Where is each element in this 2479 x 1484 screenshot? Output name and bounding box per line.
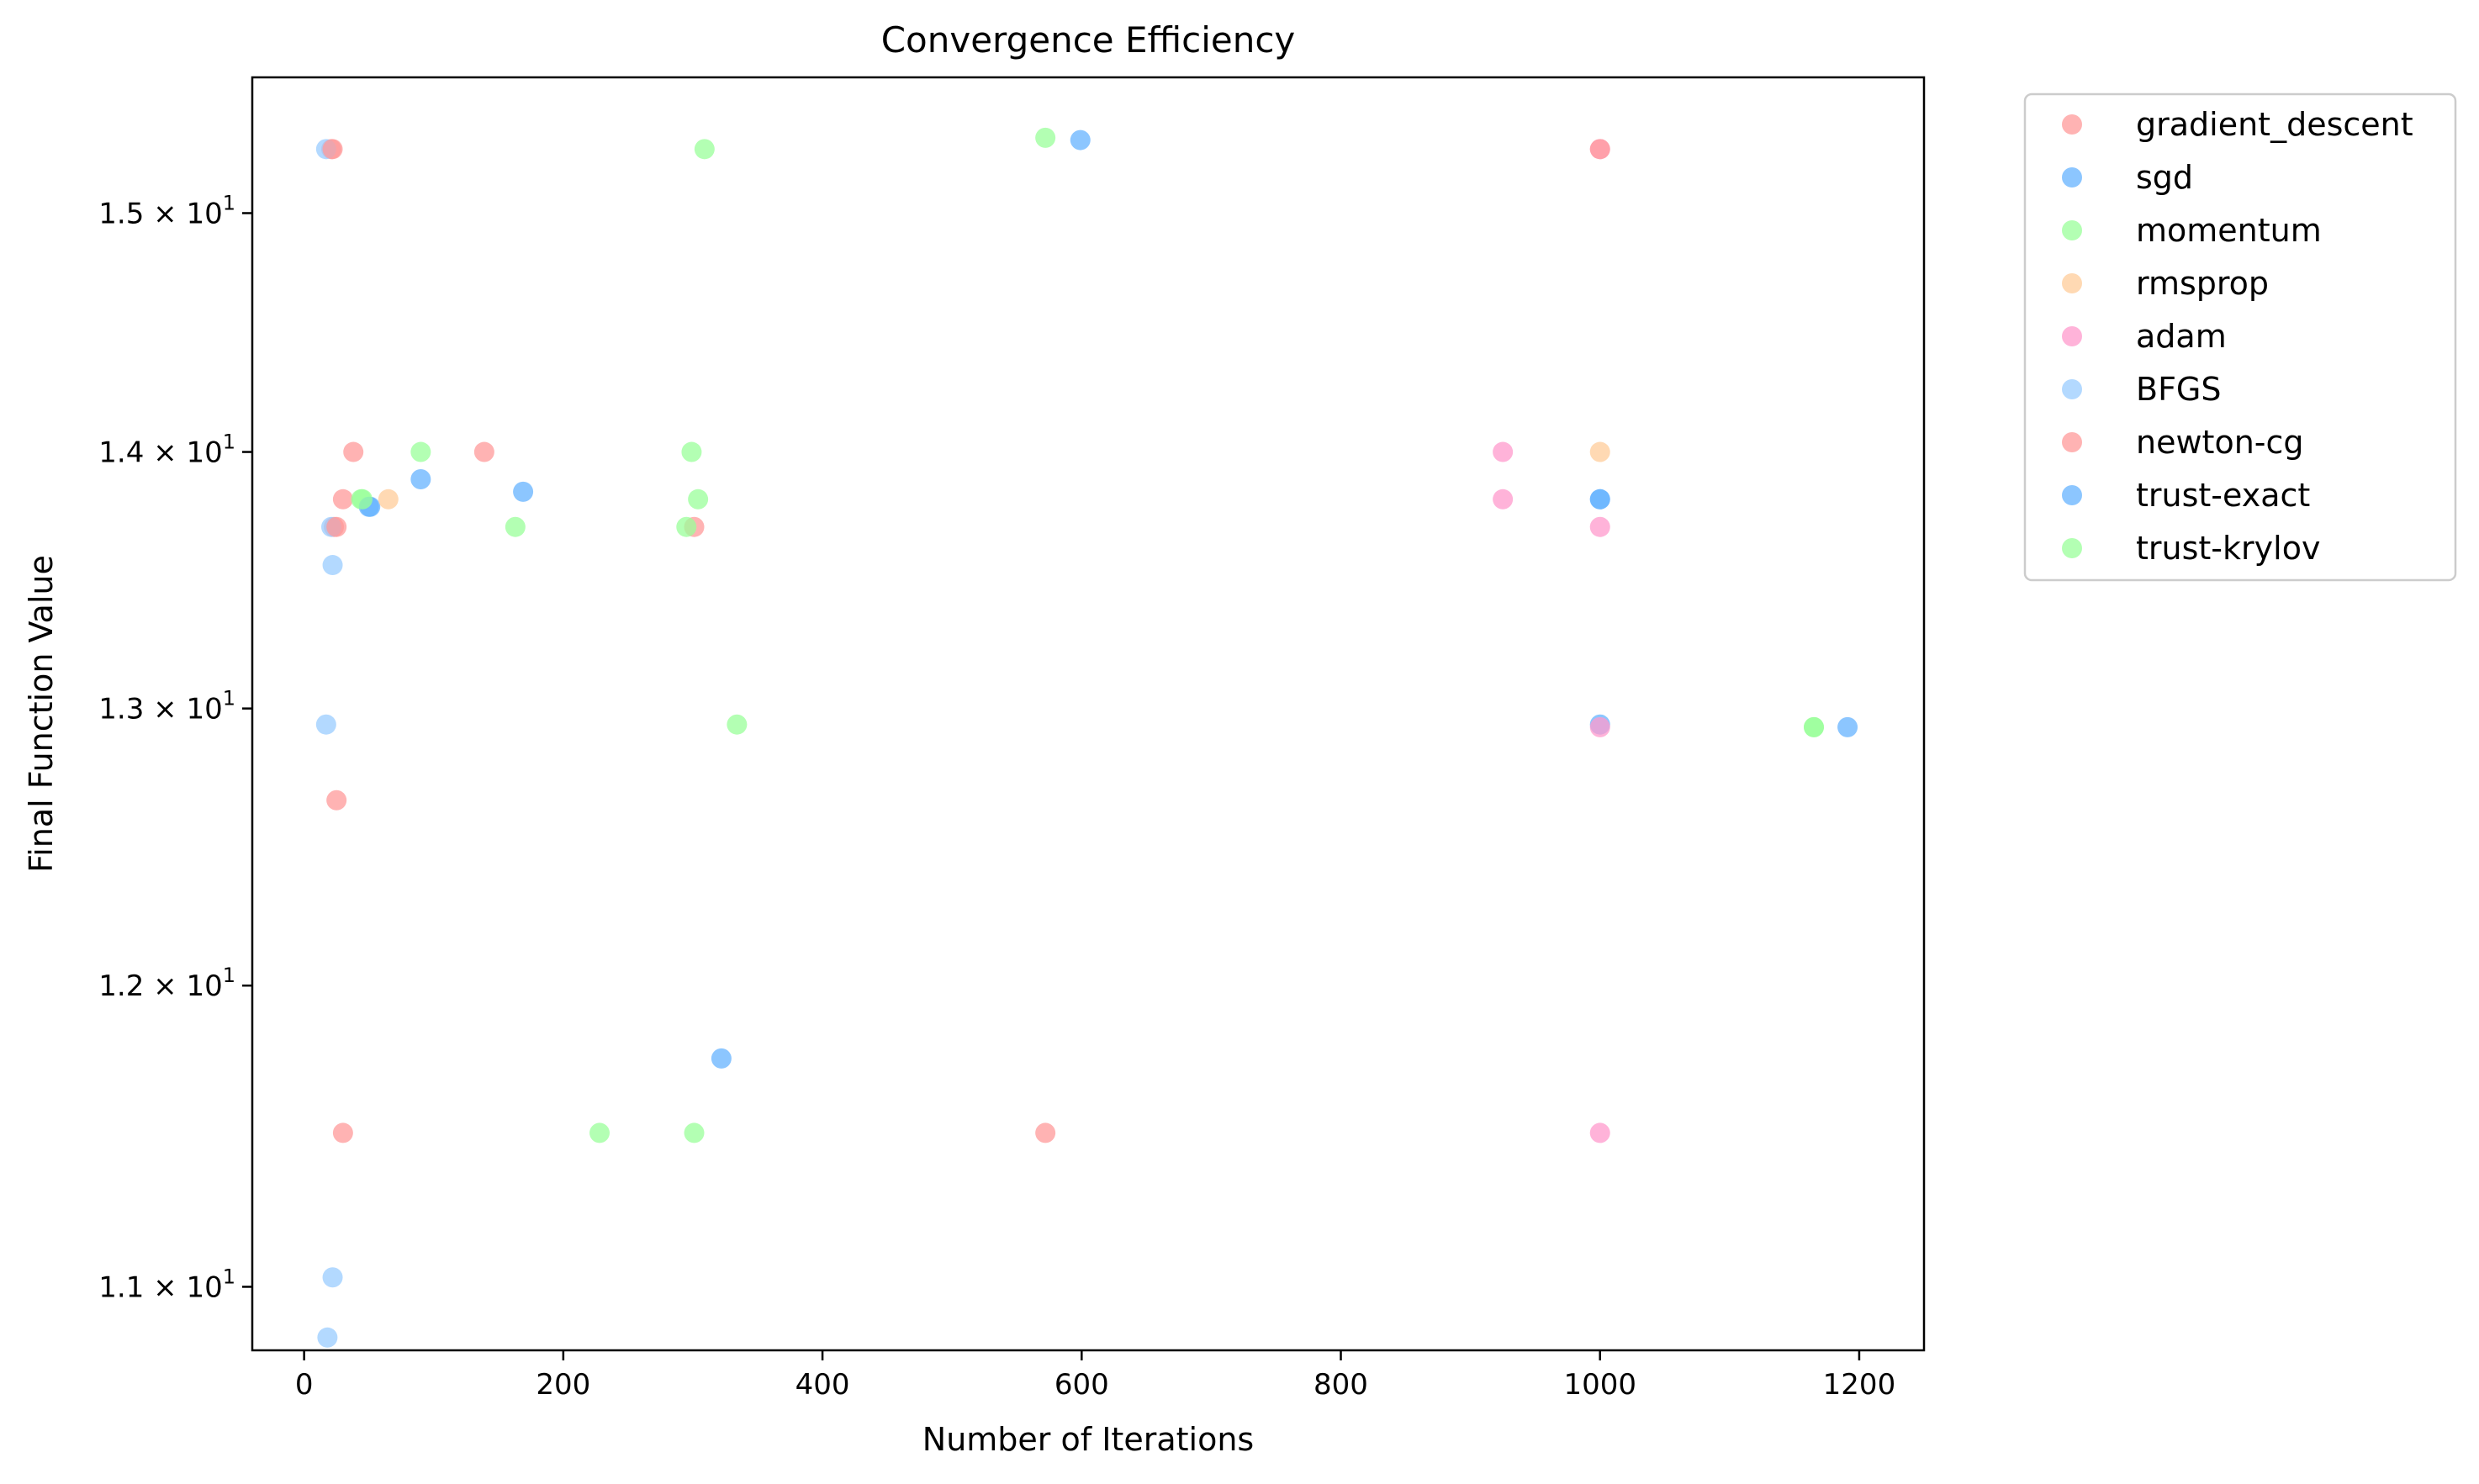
point-momentum-1	[694, 139, 715, 160]
point-sgd-2	[410, 469, 431, 490]
point-trust-krylov-0	[352, 489, 373, 510]
y-axis-ticks: 1.1 × 101 1.2 × 101 1.3 × 101 1.4 × 101 1.5 …	[98, 191, 252, 1304]
point-trust-exact-1	[1589, 489, 1610, 510]
legend-label: newton-cg	[2136, 424, 2304, 461]
chart-title: Convergence Efficiency	[881, 19, 1296, 61]
legend-marker	[2062, 167, 2082, 187]
x-tick-label: 0	[295, 1368, 314, 1402]
legend-label: rmsprop	[2136, 265, 2269, 302]
data-points	[315, 127, 1858, 1348]
point-adam-4	[1589, 716, 1610, 737]
x-tick-label: 600	[1054, 1368, 1109, 1402]
legend-label: trust-krylov	[2136, 530, 2320, 567]
legend-label: gradient_descent	[2136, 106, 2413, 143]
point-gradient-descent-1	[343, 441, 364, 462]
point-trust-krylov-1	[1804, 716, 1825, 737]
legend-marker	[2062, 485, 2082, 505]
legend-marker	[2062, 220, 2082, 240]
x-axis-label: Number of Iterations	[922, 1421, 1254, 1458]
point-newton-cg-2	[1589, 139, 1610, 160]
point-gradient-descent-6	[473, 441, 494, 462]
point-adam-1	[1493, 489, 1514, 510]
point-newton-cg-1	[326, 516, 347, 537]
point-rmsprop-0	[378, 489, 399, 510]
point-sgd-7	[1837, 716, 1858, 737]
x-tick-label: 800	[1314, 1368, 1368, 1402]
y-axis-label: Final Function Value	[23, 555, 60, 873]
point-newton-cg-0	[322, 139, 343, 160]
legend-marker	[2062, 273, 2082, 293]
point-momentum-8	[727, 714, 748, 735]
point-gradient-descent-8	[1035, 1122, 1056, 1143]
point-rmsprop-1	[1589, 441, 1610, 462]
y-tick-label: 1.2 × 101	[98, 964, 235, 1003]
y-tick-label: 1.5 × 101	[98, 191, 235, 230]
legend-marker	[2062, 432, 2082, 452]
point-momentum-3	[681, 441, 702, 462]
plot-frame	[251, 76, 1926, 1352]
point-momentum-9	[589, 1122, 610, 1143]
legend-marker	[2062, 326, 2082, 346]
y-tick-label: 1.1 × 101	[98, 1265, 235, 1304]
point-bfgs-4	[322, 1267, 343, 1288]
point-gradient-descent-5	[332, 1122, 353, 1143]
point-momentum-4	[688, 489, 709, 510]
x-axis-ticks: 0 200 400 600 800 1000 1200	[295, 1350, 1895, 1402]
x-tick-label: 400	[796, 1368, 850, 1402]
legend-label: trust-exact	[2136, 477, 2310, 514]
point-momentum-0	[1035, 127, 1056, 148]
point-momentum-6	[505, 516, 526, 537]
point-sgd-4	[711, 1048, 732, 1069]
legend-marker	[2062, 114, 2082, 135]
legend-frame	[2023, 92, 2457, 582]
point-adam-3	[1589, 516, 1610, 537]
point-gradient-descent-4	[326, 790, 347, 811]
point-bfgs-3	[315, 714, 336, 735]
point-gradient-descent-2	[332, 489, 353, 510]
legend-label: sgd	[2136, 159, 2193, 196]
point-bfgs-5	[317, 1327, 338, 1348]
point-momentum-10	[684, 1122, 705, 1143]
point-momentum-7	[676, 516, 697, 537]
x-tick-label: 1000	[1563, 1368, 1636, 1402]
y-tick-label: 1.3 × 101	[98, 687, 235, 726]
legend-marker	[2062, 538, 2082, 558]
point-adam-0	[1493, 441, 1514, 462]
legend-label: momentum	[2136, 212, 2322, 249]
y-tick-label: 1.4 × 101	[98, 430, 235, 470]
legend-label: adam	[2136, 318, 2227, 355]
point-bfgs-2	[322, 555, 343, 576]
x-tick-label: 200	[536, 1368, 590, 1402]
legend-marker	[2062, 379, 2082, 399]
point-momentum-2	[410, 441, 431, 462]
point-adam-5	[1589, 1122, 1610, 1143]
point-sgd-3	[513, 481, 534, 502]
legend-label: BFGS	[2136, 371, 2222, 408]
point-sgd-0	[1070, 129, 1091, 151]
x-tick-label: 1200	[1823, 1368, 1896, 1402]
